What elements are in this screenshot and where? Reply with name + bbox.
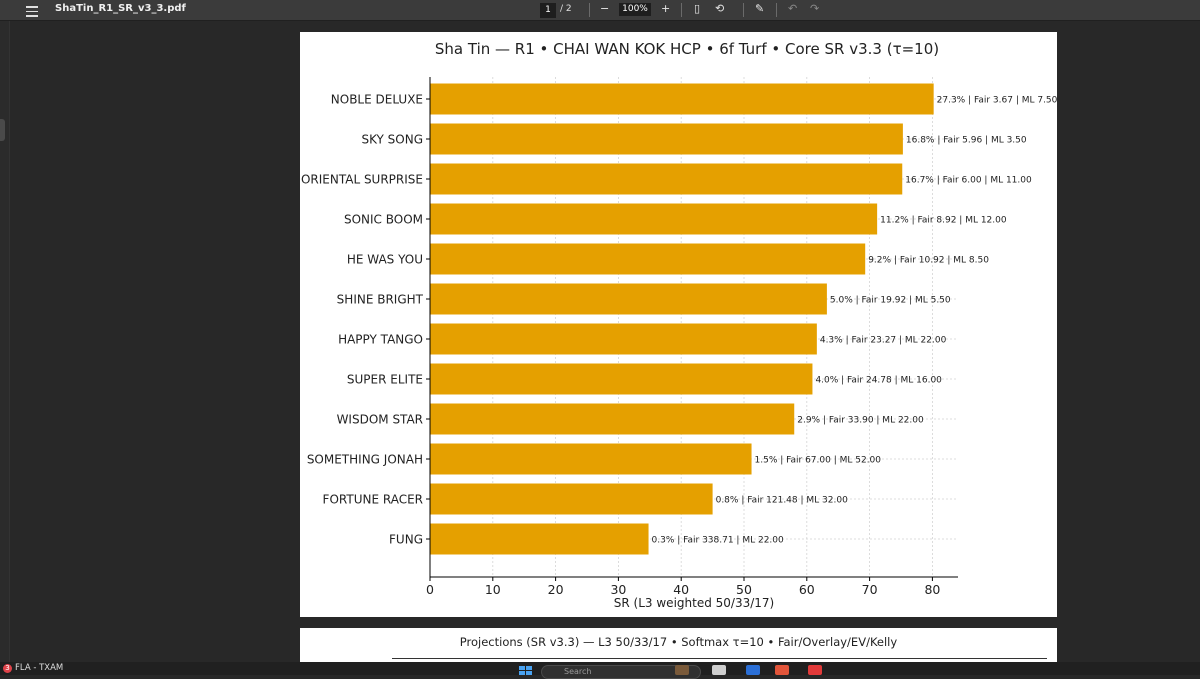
x-tick-label: 0	[426, 582, 434, 597]
x-tick-label: 60	[799, 582, 815, 597]
zoom-out-button[interactable]: −	[600, 2, 610, 15]
bar	[430, 523, 649, 555]
y-tick-label: HE WAS YOU	[347, 253, 423, 267]
bar	[430, 83, 934, 115]
taskbar-app-icon[interactable]	[712, 665, 726, 675]
x-tick-label: 50	[736, 582, 752, 597]
page-2-subtitle: Projections (SR v3.3) — L3 50/33/17 • So…	[459, 635, 898, 649]
sidebar-panel	[0, 21, 10, 662]
x-tick-label: 10	[485, 582, 501, 597]
page-total: / 2	[560, 4, 572, 14]
toolbar-divider	[743, 3, 744, 17]
data-label: 0.8% | Fair 121.48 | ML 32.00	[716, 496, 848, 506]
os-taskbar: 3 FLA - TXAM Search	[0, 662, 1200, 679]
rotate-icon[interactable]: ⟲	[715, 2, 725, 15]
data-label: 16.7% | Fair 6.00 | ML 11.00	[905, 176, 1032, 186]
data-label: 27.3% | Fair 3.67 | ML 7.50	[937, 96, 1057, 106]
document-title: ShaTin_R1_SR_v3_3.pdf	[55, 3, 186, 14]
taskbar-app-label: FLA - TXAM	[15, 663, 64, 673]
data-label: 9.2% | Fair 10.92 | ML 8.50	[868, 256, 989, 266]
bar	[430, 443, 752, 475]
bar	[430, 483, 713, 515]
data-label: 2.9% | Fair 33.90 | ML 22.00	[797, 416, 924, 426]
pdf-page-2: Projections (SR v3.3) — L3 50/33/17 • So…	[300, 628, 1057, 668]
y-tick-label: FUNG	[389, 533, 423, 547]
page-number-input[interactable]: 1	[540, 3, 556, 18]
redo-icon[interactable]: ↷	[810, 2, 820, 15]
y-tick-label: FORTUNE RACER	[323, 493, 423, 507]
toolbar-divider	[776, 3, 777, 17]
data-label: 4.0% | Fair 24.78 | ML 16.00	[815, 376, 942, 386]
chart-title: Sha Tin — R1 • CHAI WAN KOK HCP • 6f Tur…	[435, 40, 939, 58]
x-tick-label: 80	[924, 582, 940, 597]
bars	[430, 83, 934, 555]
bar	[430, 163, 903, 195]
toolbar-divider	[589, 3, 590, 17]
bar	[430, 403, 795, 435]
x-tick-label: 30	[610, 582, 626, 597]
data-label: 5.0% | Fair 19.92 | ML 5.50	[830, 296, 951, 306]
taskbar-app-icon[interactable]	[675, 665, 689, 675]
bar	[430, 363, 813, 395]
draw-icon[interactable]: ✎	[755, 2, 765, 15]
y-tick-label: SHINE BRIGHT	[337, 293, 424, 307]
x-tick-label: 20	[548, 582, 564, 597]
bar	[430, 203, 878, 235]
menu-icon[interactable]	[26, 3, 38, 17]
undo-icon[interactable]: ↶	[788, 2, 798, 15]
taskbar-app-icon[interactable]	[746, 665, 760, 675]
y-tick-label: HAPPY TANGO	[338, 333, 423, 347]
y-tick-label: SONIC BOOM	[344, 213, 423, 227]
start-button-icon[interactable]	[519, 666, 533, 675]
bar	[430, 323, 817, 355]
notification-badge: 3	[3, 663, 12, 673]
x-axis-label: SR (L3 weighted 50/33/17)	[614, 596, 774, 610]
x-tick-label: 70	[862, 582, 878, 597]
x-tick-label: 40	[673, 582, 689, 597]
zoom-level-input[interactable]: 100%	[619, 3, 651, 16]
pdf-page-1: NOBLE DELUXE SKY SONG ORIENTAL SURPRISE SON…	[300, 32, 1058, 617]
taskbar-app-fla[interactable]: 3 FLA - TXAM	[3, 663, 63, 675]
y-tick-labels: NOBLE DELUXE SKY SONG ORIENTAL SURPRISE SON…	[301, 93, 430, 547]
y-tick-label: SKY SONG	[361, 133, 423, 147]
taskbar-app-icon[interactable]	[808, 665, 822, 675]
data-label: 11.2% | Fair 8.92 | ML 12.00	[880, 216, 1007, 226]
taskbar-app-icon[interactable]	[775, 665, 789, 675]
data-labels: 27.3% | Fair 3.67 | ML 7.50 16.8% | Fair …	[652, 96, 1058, 546]
x-tick-labels: 0 10 20 30 40 50 60 70 80	[426, 577, 940, 597]
bar	[430, 283, 827, 315]
data-label: 16.8% | Fair 5.96 | ML 3.50	[906, 136, 1027, 146]
bar-chart: NOBLE DELUXE SKY SONG ORIENTAL SURPRISE SON…	[301, 40, 1058, 610]
y-tick-label: NOBLE DELUXE	[331, 93, 423, 107]
data-label: 1.5% | Fair 67.00 | ML 52.00	[755, 456, 882, 466]
data-label: 4.3% | Fair 23.27 | ML 22.00	[820, 336, 947, 346]
data-label: 0.3% | Fair 338.71 | ML 22.00	[652, 536, 784, 546]
bar	[430, 243, 866, 275]
pdf-toolbar: ShaTin_R1_SR_v3_3.pdf 1 / 2 − 100% + ▯ ⟲…	[0, 0, 1200, 21]
y-tick-label: SUPER ELITE	[347, 373, 423, 387]
search-placeholder: Search	[564, 667, 592, 676]
y-tick-label: WISDOM STAR	[337, 413, 423, 427]
toolbar-divider	[681, 3, 682, 17]
table-top-rule	[392, 658, 1047, 659]
y-tick-label: SOMETHING JONAH	[307, 453, 423, 467]
sidebar-toggle[interactable]	[0, 119, 5, 141]
page-view-icon[interactable]: ▯	[694, 2, 701, 15]
zoom-in-button[interactable]: +	[661, 2, 671, 15]
y-tick-label: ORIENTAL SURPRISE	[301, 173, 423, 187]
bar	[430, 123, 903, 155]
